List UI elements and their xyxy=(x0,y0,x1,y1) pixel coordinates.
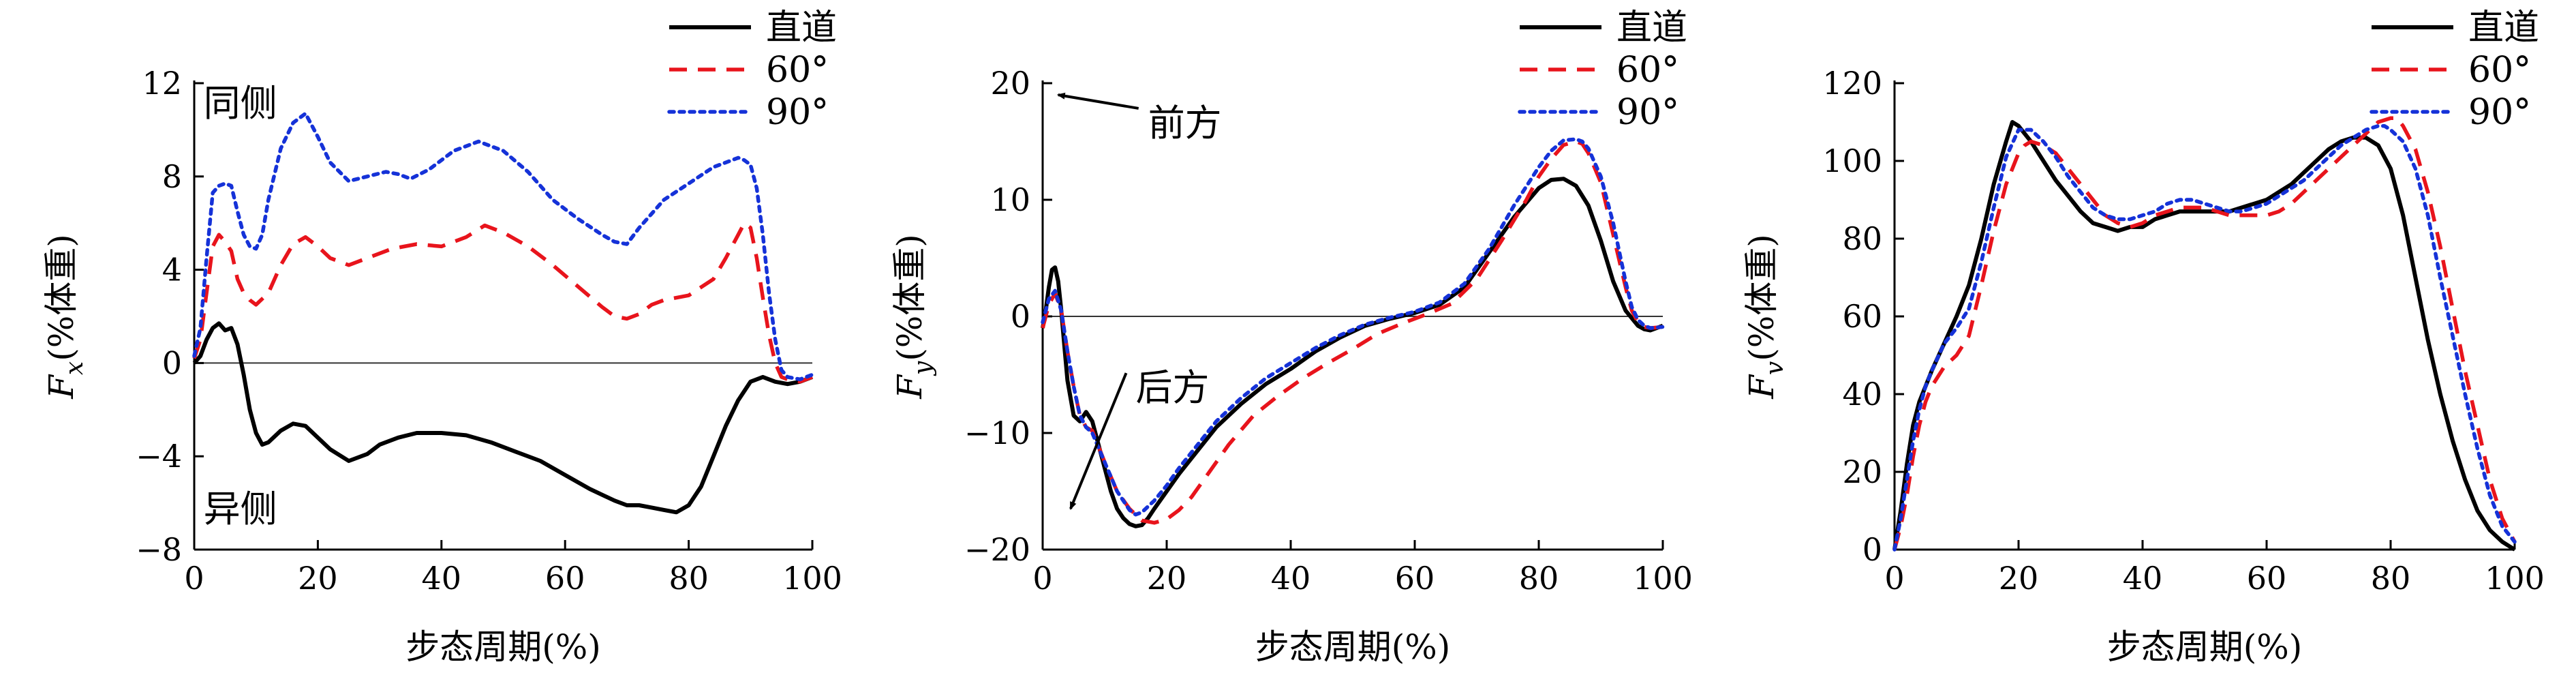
y-tick-label: 20 xyxy=(990,65,1030,102)
series-line-3 xyxy=(1041,137,1665,517)
x-tick-label: 60 xyxy=(545,560,585,597)
y-tick-label: 0 xyxy=(162,344,182,381)
x-axis-label: 步态周期(%) xyxy=(1255,627,1451,667)
legend-label-3: 90° xyxy=(1616,92,1679,133)
x-tick-label: 100 xyxy=(2485,560,2545,597)
annotation-2: 异侧 xyxy=(204,488,277,530)
y-tick-label: −20 xyxy=(964,531,1030,568)
x-tick-label: 60 xyxy=(2247,560,2287,597)
legend-label-1: 直道 xyxy=(766,8,837,48)
y-tick-label: 12 xyxy=(142,65,182,102)
x-tick-label: 80 xyxy=(2371,560,2411,597)
chart-panel-3: 0 20 40 60 80 100 20 40 60 80 100 120 0 步态周期(%) Fv(%体重… xyxy=(1742,8,2545,667)
y-tick-label: 0 xyxy=(1862,531,1882,568)
annotation-arrow xyxy=(1069,372,1128,511)
legend-label-2: 60° xyxy=(766,50,829,91)
x-tick-label: 100 xyxy=(1633,560,1693,597)
y-tick-label: 20 xyxy=(1842,453,1882,490)
legend-label-1: 直道 xyxy=(2468,8,2539,48)
x-tick-label: 0 xyxy=(1884,560,1904,597)
x-tick-label: 40 xyxy=(2123,560,2163,597)
y-tick-label: −8 xyxy=(136,531,182,568)
y-tick-label: −4 xyxy=(136,438,182,475)
series-line-3 xyxy=(1892,123,2517,552)
x-tick-label: 0 xyxy=(184,560,204,597)
y-tick-label: 4 xyxy=(162,252,182,288)
annotation-2: 后方 xyxy=(1136,366,1210,409)
series-line-2 xyxy=(192,221,813,384)
legend-label-2: 60° xyxy=(2468,50,2531,91)
x-axis-label: 步态周期(%) xyxy=(405,627,601,667)
x-tick-label: 100 xyxy=(782,560,842,597)
y-axis-label: Fx(%体重) xyxy=(42,234,89,400)
x-tick-label: 0 xyxy=(1032,560,1052,597)
x-axis-label: 步态周期(%) xyxy=(2107,627,2303,667)
legend-label-3: 90° xyxy=(766,92,829,133)
series-line-3 xyxy=(192,111,814,382)
x-tick-label: 40 xyxy=(1271,560,1311,597)
x-tick-label: 20 xyxy=(1999,560,2039,597)
x-tick-label: 80 xyxy=(669,560,709,597)
legend-label-2: 60° xyxy=(1616,50,1679,91)
series-line-1 xyxy=(1041,177,1664,528)
y-tick-label: 60 xyxy=(1842,298,1882,335)
y-axis-label: Fv(%体重) xyxy=(1742,234,1789,400)
annotation-1: 前方 xyxy=(1148,102,1222,145)
annotation-1: 同侧 xyxy=(204,82,277,125)
chart-panel-2: 0 20 40 60 80 100 −20 −10 0 10 20 步态周期(%) Fy(%体重) 直道6… xyxy=(890,8,1693,667)
series-line-2 xyxy=(1892,116,2517,550)
x-tick-label: 20 xyxy=(298,560,338,597)
y-tick-label: 10 xyxy=(990,181,1030,218)
legend-label-1: 直道 xyxy=(1616,8,1687,48)
x-tick-label: 40 xyxy=(422,560,462,597)
annotation-arrow xyxy=(1056,92,1139,110)
y-axis-label: Fy(%体重) xyxy=(890,234,937,400)
x-tick-label: 80 xyxy=(1519,560,1559,597)
x-tick-label: 60 xyxy=(1395,560,1435,597)
series-line-1 xyxy=(1892,120,2516,552)
y-tick-label: 80 xyxy=(1842,220,1882,257)
x-tick-label: 20 xyxy=(1147,560,1187,597)
y-tick-label: 40 xyxy=(1842,376,1882,413)
y-tick-label: −10 xyxy=(964,415,1030,451)
y-tick-label: 120 xyxy=(1822,65,1882,102)
y-tick-label: 100 xyxy=(1822,143,1882,179)
y-tick-label: 0 xyxy=(1011,298,1030,335)
y-tick-label: 8 xyxy=(162,158,182,195)
series-line-1 xyxy=(192,321,814,515)
legend-label-3: 90° xyxy=(2468,92,2531,133)
chart-panel-1: 0 20 40 60 80 100 −8 −4 0 4 8 12 步态周期(%) Fx(%体重) 直道60°… xyxy=(42,8,842,667)
